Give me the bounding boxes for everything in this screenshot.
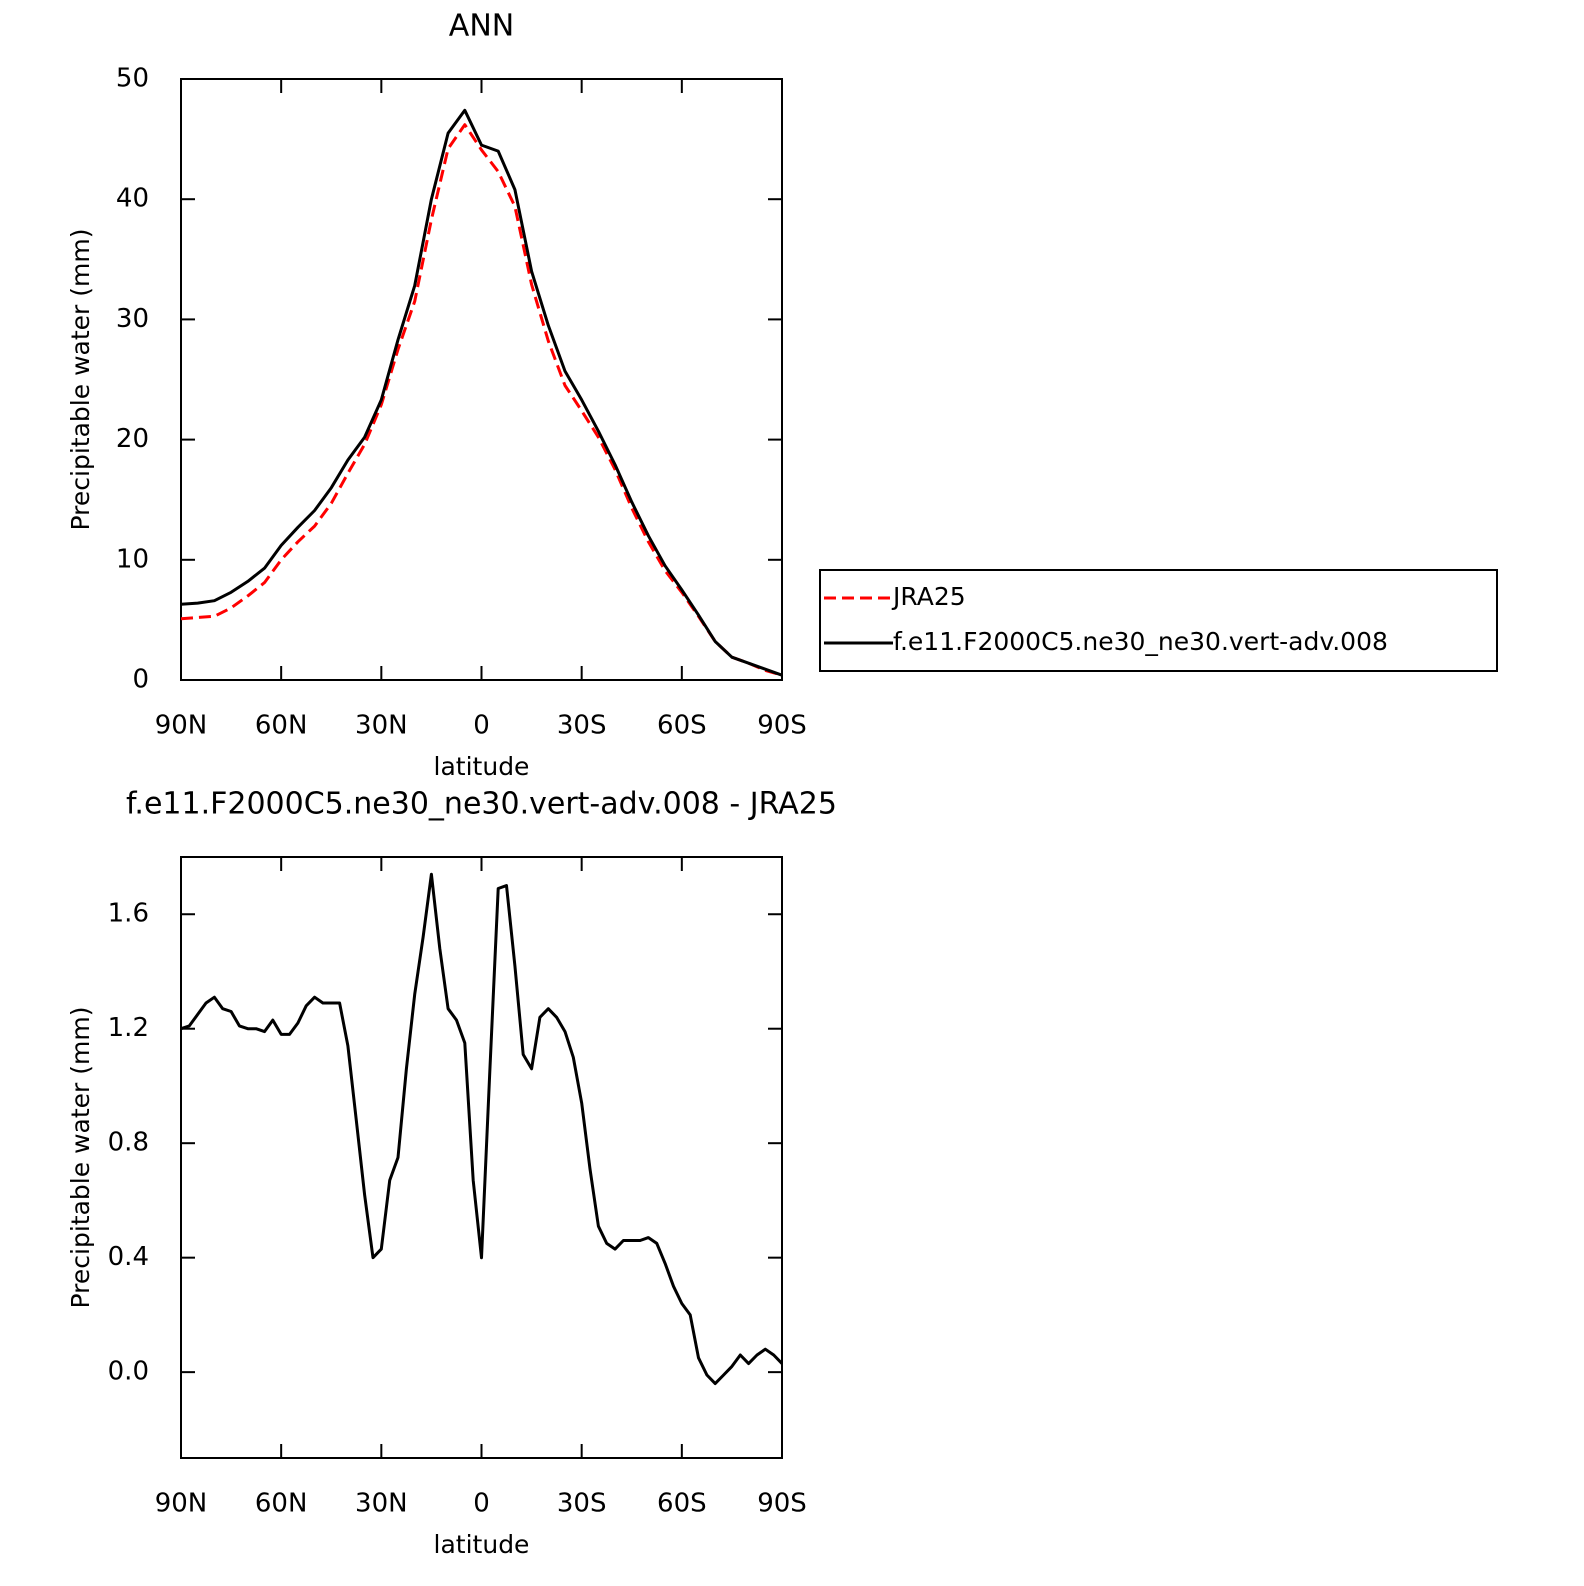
data-line bbox=[180, 872, 784, 1386]
data-line bbox=[180, 123, 783, 677]
x-tick-label: 90S bbox=[757, 711, 807, 741]
y-tick-label: 20 bbox=[116, 424, 149, 454]
x-tick-label: 60N bbox=[255, 1489, 308, 1519]
x-tick-label: 30S bbox=[557, 1489, 607, 1519]
chart-title: ANN bbox=[449, 9, 514, 44]
y-tick-label: 0.4 bbox=[108, 1242, 149, 1272]
x-axis-label: latitude bbox=[434, 1530, 530, 1559]
y-axis-label: Precipitable water (mm) bbox=[66, 1007, 95, 1309]
x-tick-label: 90N bbox=[155, 1489, 208, 1519]
y-tick-label: 10 bbox=[116, 544, 149, 574]
x-tick-label: 60S bbox=[657, 711, 707, 741]
x-tick-label: 60N bbox=[255, 711, 308, 741]
plot-frame bbox=[180, 78, 783, 681]
y-tick-label: 0.8 bbox=[108, 1128, 149, 1158]
chart-title: f.e11.F2000C5.ne30_ne30.vert-adv.008 - J… bbox=[126, 787, 837, 822]
x-axis-label: latitude bbox=[434, 752, 530, 781]
y-tick-label: 1.6 bbox=[108, 899, 149, 929]
y-tick-label: 1.2 bbox=[108, 1013, 149, 1043]
y-tick-label: 0.0 bbox=[108, 1357, 149, 1387]
legend-label: f.e11.F2000C5.ne30_ne30.vert-adv.008 bbox=[893, 627, 1388, 656]
data-line bbox=[180, 108, 783, 677]
y-tick-label: 30 bbox=[116, 304, 149, 334]
x-tick-label: 60S bbox=[657, 1489, 707, 1519]
x-tick-label: 90N bbox=[155, 711, 208, 741]
x-tick-label: 0 bbox=[473, 711, 490, 741]
legend-label: JRA25 bbox=[891, 582, 966, 611]
y-tick-label: 40 bbox=[116, 184, 149, 214]
y-tick-label: 0 bbox=[132, 665, 149, 695]
x-tick-label: 30S bbox=[557, 711, 607, 741]
x-tick-label: 0 bbox=[473, 1489, 490, 1519]
x-tick-label: 30N bbox=[355, 711, 408, 741]
y-axis-label: Precipitable water (mm) bbox=[66, 229, 95, 531]
plot-frame bbox=[180, 856, 783, 1459]
legend-box bbox=[819, 569, 1498, 672]
x-tick-label: 90S bbox=[757, 1489, 807, 1519]
x-tick-label: 30N bbox=[355, 1489, 408, 1519]
y-tick-label: 50 bbox=[116, 64, 149, 94]
